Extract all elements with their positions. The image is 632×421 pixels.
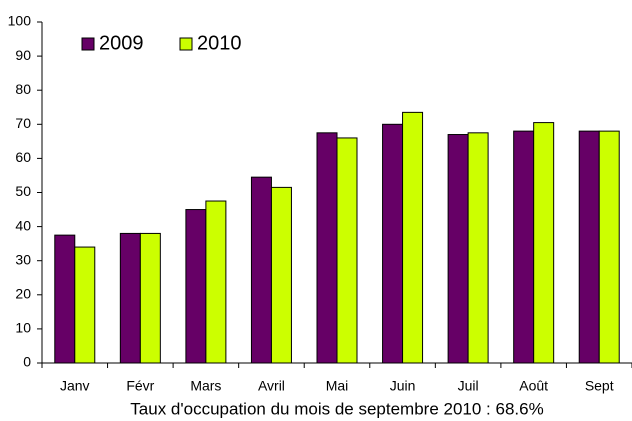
y-tick-label: 30 xyxy=(15,251,31,267)
x-tick-label: Janv xyxy=(60,378,90,394)
legend-label: 2010 xyxy=(197,32,242,54)
bar xyxy=(533,122,555,364)
x-tick-label: Août xyxy=(519,378,548,394)
y-tick-label: 50 xyxy=(15,183,31,199)
bar xyxy=(139,232,161,364)
y-tick-label: 20 xyxy=(15,286,31,302)
legend-swatch xyxy=(81,37,95,51)
y-tick-label: 0 xyxy=(23,354,31,370)
bar xyxy=(205,200,227,364)
bar xyxy=(447,134,469,364)
x-tick-label: Juil xyxy=(458,378,479,394)
y-tick-label: 100 xyxy=(8,13,32,29)
bar xyxy=(54,234,76,364)
y-tick-label: 10 xyxy=(15,320,31,336)
bar xyxy=(578,130,600,364)
bar xyxy=(250,176,272,364)
y-tick-label: 70 xyxy=(15,115,31,131)
x-tick-label: Mars xyxy=(190,378,221,394)
y-tick-label: 90 xyxy=(15,47,31,63)
bar xyxy=(336,137,358,364)
legend-label: 2009 xyxy=(99,32,144,54)
x-axis-title: Taux d'occupation du mois de septembre 2… xyxy=(130,399,543,418)
bar xyxy=(185,209,207,364)
bar xyxy=(598,130,620,364)
bar xyxy=(513,130,535,364)
bar xyxy=(119,232,141,364)
x-tick-label: Févr xyxy=(126,378,154,394)
y-tick-label: 40 xyxy=(15,217,31,233)
y-tick-label: 80 xyxy=(15,81,31,97)
bar xyxy=(402,111,424,364)
bar xyxy=(74,246,96,364)
x-tick-label: Sept xyxy=(585,378,614,394)
legend-swatch xyxy=(179,37,193,51)
x-tick-label: Avril xyxy=(258,378,285,394)
bar xyxy=(467,132,489,364)
y-tick-label: 60 xyxy=(15,149,31,165)
bar xyxy=(382,123,404,364)
x-tick-label: Juin xyxy=(390,378,416,394)
bar xyxy=(316,132,338,364)
x-tick-label: Mai xyxy=(326,378,349,394)
bar xyxy=(270,186,292,364)
